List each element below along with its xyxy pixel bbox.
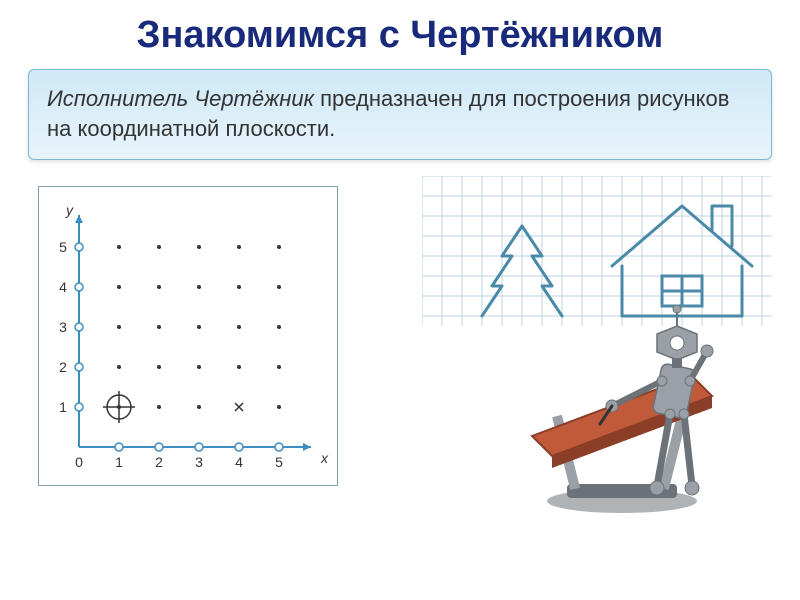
svg-text:x: x: [320, 450, 329, 466]
coordinate-grid: 0 1 2 3 4 5 1 2 3 4 5 x y: [38, 186, 338, 486]
robot-illustration: [492, 296, 752, 516]
svg-text:3: 3: [195, 454, 203, 470]
info-emphasis: Исполнитель Чертёжник: [47, 86, 314, 111]
info-text: Исполнитель Чертёжник предназначен для п…: [47, 84, 753, 143]
content-area: 0 1 2 3 4 5 1 2 3 4 5 x y: [28, 176, 772, 536]
svg-text:2: 2: [59, 359, 67, 375]
svg-text:5: 5: [275, 454, 283, 470]
svg-text:3: 3: [59, 319, 67, 335]
svg-text:4: 4: [235, 454, 243, 470]
page-title: Знакомимся с Чертёжником: [0, 0, 800, 69]
svg-text:5: 5: [59, 239, 67, 255]
svg-text:4: 4: [59, 279, 67, 295]
svg-text:1: 1: [59, 399, 67, 415]
svg-text:y: y: [65, 202, 74, 218]
svg-text:1: 1: [115, 454, 123, 470]
svg-text:0: 0: [75, 454, 83, 470]
info-box: Исполнитель Чертёжник предназначен для п…: [28, 69, 772, 160]
svg-text:2: 2: [155, 454, 163, 470]
